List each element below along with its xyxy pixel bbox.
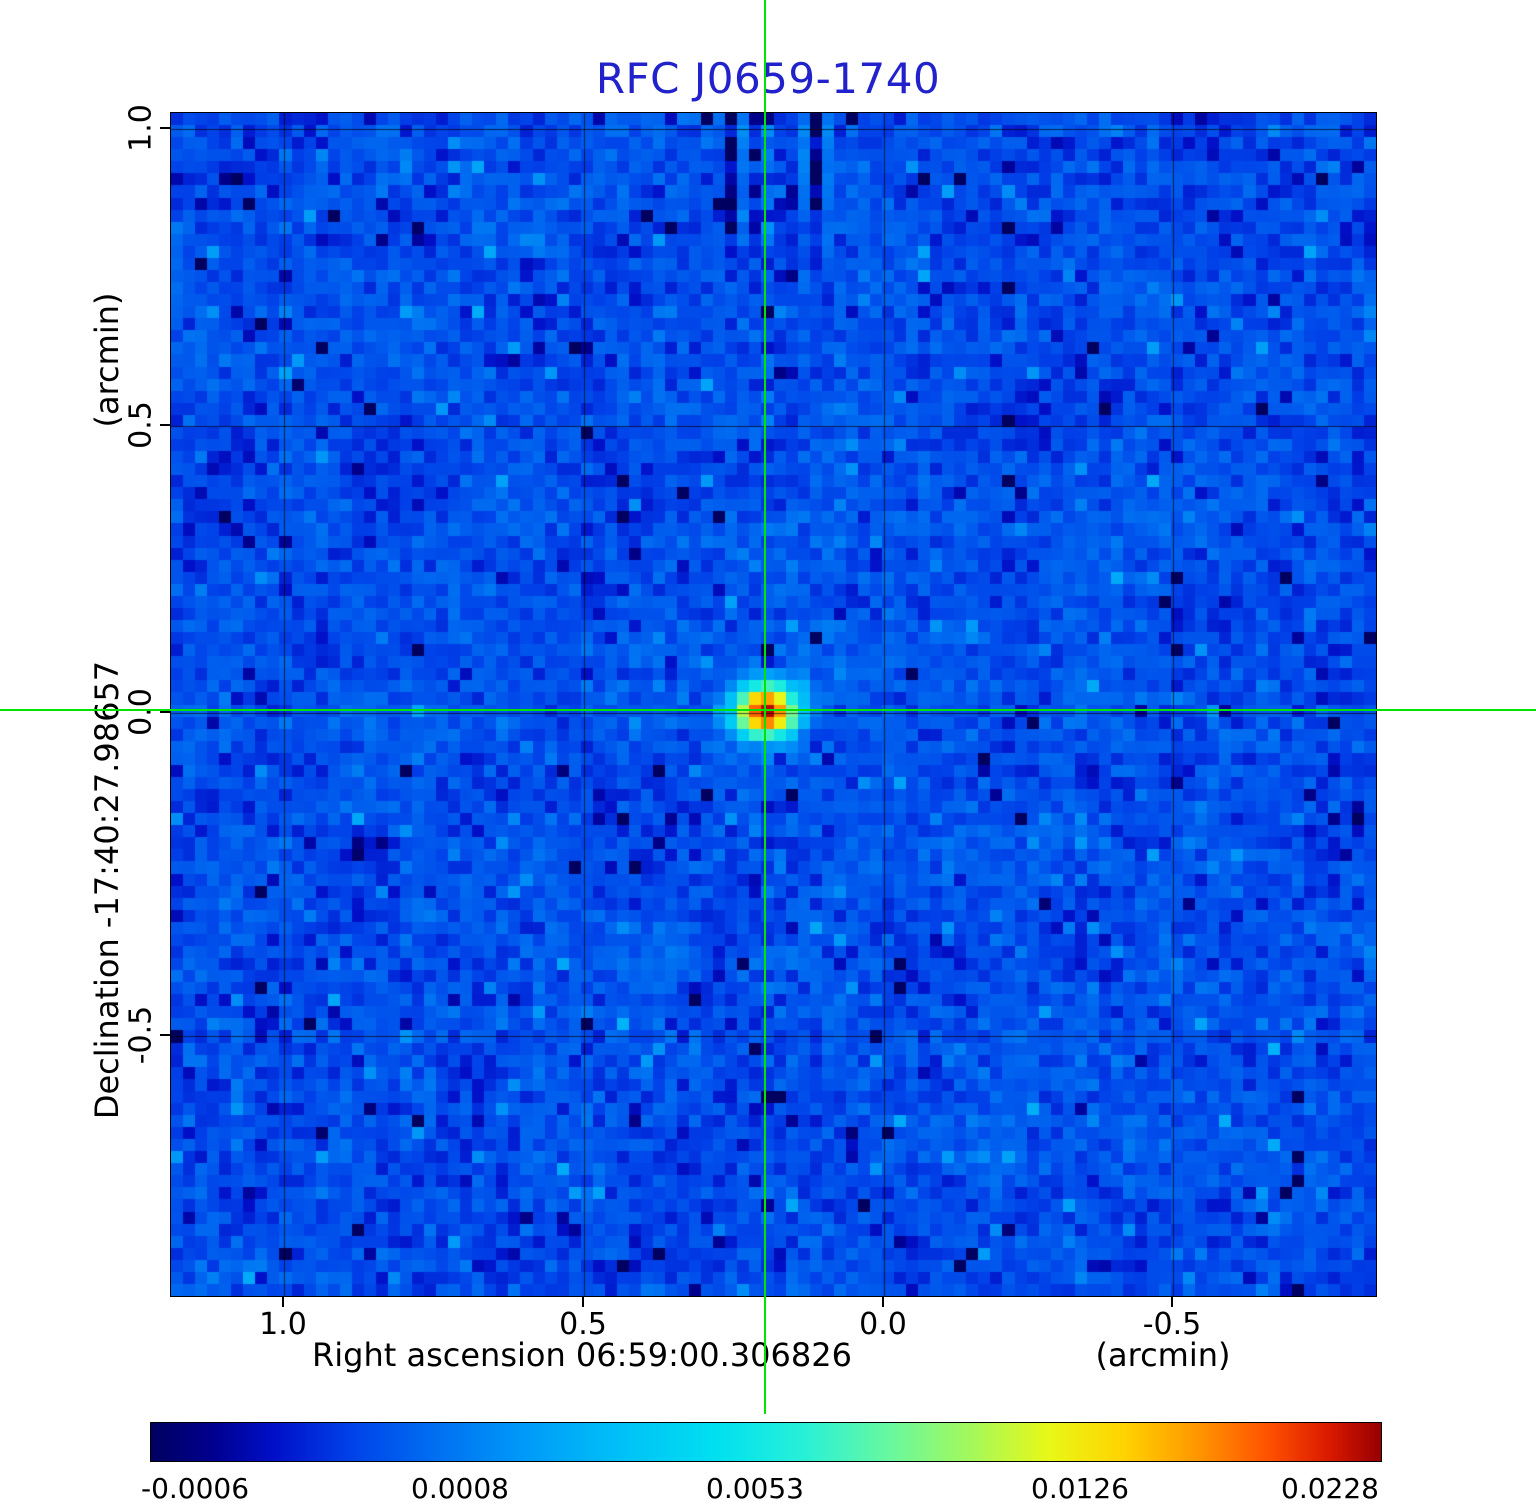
crosshair-vertical-line bbox=[764, 0, 766, 1414]
x-tick-label: 0.0 bbox=[859, 1307, 907, 1342]
y-tick-label: -0.5 bbox=[123, 1005, 159, 1065]
colorbar bbox=[150, 1422, 1382, 1462]
y-tick-mark bbox=[160, 1034, 170, 1036]
x-tick-label: -0.5 bbox=[1142, 1307, 1202, 1342]
colorbar-tick-label: 0.0126 bbox=[1031, 1472, 1129, 1505]
y-tick-label: 0.0 bbox=[123, 688, 159, 736]
y-axis-label: Declination -17:40:27.98657 bbox=[88, 660, 126, 1120]
x-tick-mark bbox=[582, 1297, 584, 1307]
figure-title: RFC J0659-1740 bbox=[595, 54, 941, 103]
y-tick-label: 0.5 bbox=[123, 401, 159, 449]
y-tick-mark bbox=[160, 127, 170, 129]
y-axis-unit-label: (arcmin) bbox=[88, 292, 126, 428]
y-tick-label: 1.0 bbox=[123, 104, 159, 152]
colorbar-tick-label: -0.0006 bbox=[140, 1472, 250, 1505]
x-tick-label: 0.5 bbox=[559, 1307, 607, 1342]
sky-map-canvas bbox=[171, 113, 1376, 1296]
colorbar-tick-label: 0.0053 bbox=[706, 1472, 804, 1505]
x-tick-mark bbox=[1171, 1297, 1173, 1307]
x-axis-label: Right ascension 06:59:00.306826 bbox=[312, 1336, 852, 1374]
x-tick-mark bbox=[282, 1297, 284, 1307]
plot-area bbox=[170, 112, 1377, 1297]
crosshair-horizontal-line bbox=[0, 709, 1536, 711]
colorbar-tick-label: 0.0228 bbox=[1281, 1472, 1379, 1505]
y-tick-mark bbox=[160, 424, 170, 426]
x-axis-unit-label: (arcmin) bbox=[1095, 1336, 1231, 1374]
colorbar-tick-label: 0.0008 bbox=[411, 1472, 509, 1505]
y-tick-mark bbox=[160, 711, 170, 713]
x-tick-mark bbox=[882, 1297, 884, 1307]
x-tick-label: 1.0 bbox=[259, 1307, 307, 1342]
